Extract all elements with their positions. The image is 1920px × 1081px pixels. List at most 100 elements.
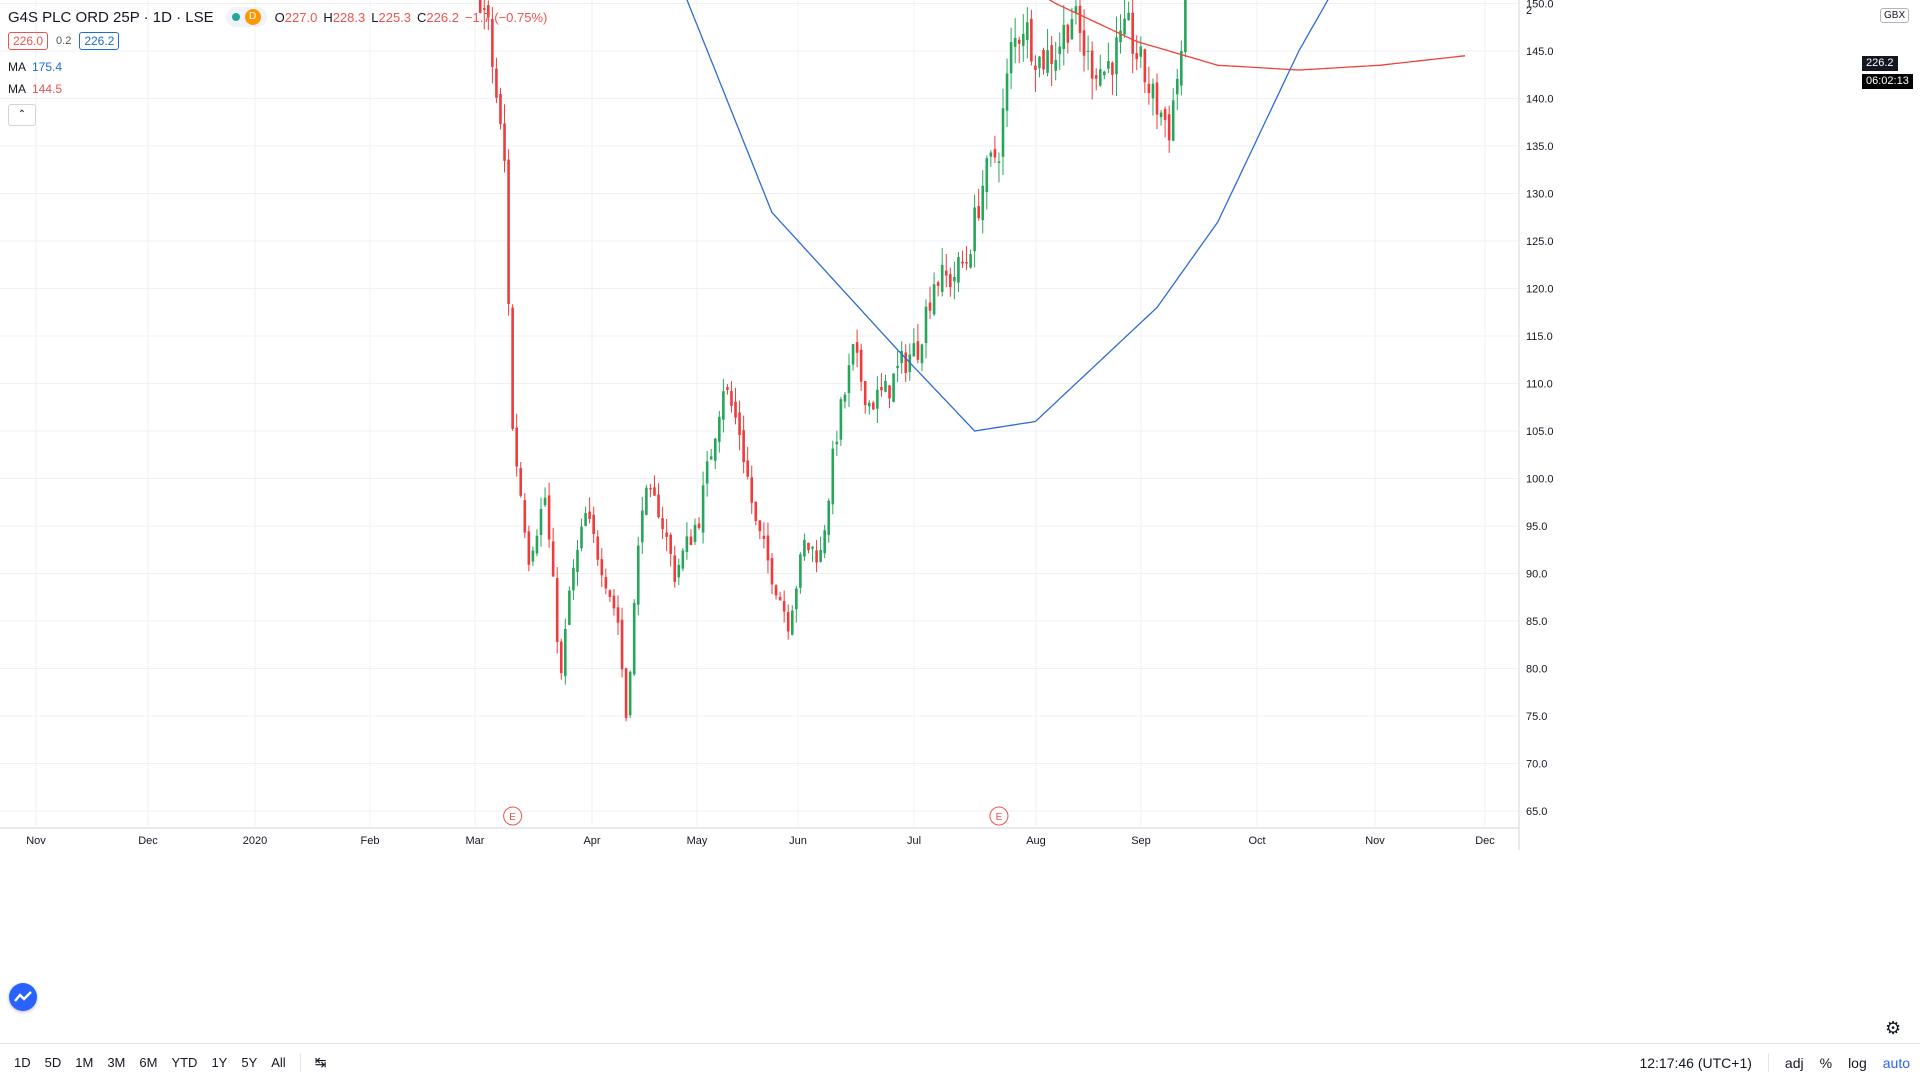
candle-body <box>555 578 559 642</box>
range-3m[interactable]: 3M <box>107 1055 126 1070</box>
candle-body <box>1013 37 1017 47</box>
candle-body <box>539 508 543 536</box>
candle-body <box>746 460 749 477</box>
candle-body <box>531 550 535 562</box>
candle-body <box>1017 39 1021 44</box>
x-tick-label: Feb <box>361 835 380 847</box>
candle-body <box>612 595 616 609</box>
candle-body <box>1184 0 1187 53</box>
range-6m[interactable]: 6M <box>139 1055 158 1070</box>
earnings-marker-label: E <box>509 812 516 823</box>
candle-body <box>1180 51 1183 86</box>
ask-price-box[interactable]: 226.2 <box>79 32 120 50</box>
candle-body <box>920 344 924 364</box>
y-tick-label: 145.0 <box>1526 46 1554 58</box>
tradingview-logo-icon[interactable] <box>9 983 37 1011</box>
candle-body <box>697 523 701 528</box>
x-tick-label: Jul <box>907 835 921 847</box>
candle-body <box>851 344 855 365</box>
candle-body <box>973 207 976 252</box>
chart-legend: G4S PLC ORD 25P · 1D · LSE D O 227.0 H 228… <box>8 6 547 126</box>
candle-body <box>1159 112 1163 118</box>
candle-body <box>628 671 632 716</box>
ohlc-c-label: C <box>417 9 427 25</box>
currency-badge[interactable]: GBX <box>1880 8 1910 23</box>
clock-display[interactable]: 12:17:46 (UTC+1) <box>1639 1054 1752 1071</box>
candle-body <box>1042 49 1045 70</box>
candle-body <box>1034 65 1037 71</box>
candle-body <box>523 500 527 533</box>
candle-body <box>730 391 733 406</box>
y-tick-label: 80.0 <box>1526 664 1547 676</box>
candle-body <box>876 389 879 409</box>
ohlc-low: 225.3 <box>378 9 412 25</box>
candle-body <box>677 564 681 578</box>
candle-body <box>588 511 591 519</box>
symbol-title[interactable]: G4S PLC ORD 25P · 1D · LSE <box>8 8 214 26</box>
candle-body <box>693 524 697 542</box>
ohlc-l-label: L <box>371 9 379 25</box>
auto-toggle[interactable]: auto <box>1882 1054 1910 1071</box>
candle-body <box>795 588 798 610</box>
gear-icon[interactable]: ⚙ <box>1885 1018 1902 1038</box>
candle-body <box>1074 6 1078 13</box>
candle-body <box>940 264 944 292</box>
candle-body <box>961 261 964 264</box>
percent-toggle[interactable]: % <box>1819 1054 1833 1071</box>
candle-body <box>831 448 835 505</box>
candle-body <box>653 487 656 496</box>
range-1y[interactable]: 1Y <box>211 1055 228 1070</box>
candle-body <box>977 206 980 219</box>
candle-body <box>1119 30 1122 43</box>
candle-body <box>965 262 968 264</box>
candle-body <box>564 628 567 676</box>
range-1d[interactable]: 1D <box>14 1055 31 1070</box>
y-tick-label: 125.0 <box>1526 236 1554 248</box>
y-tick-label: 140.0 <box>1526 94 1554 106</box>
candle-body <box>499 94 502 125</box>
candle-body <box>843 394 847 402</box>
candle-body <box>1082 30 1086 56</box>
candle-body <box>503 123 506 161</box>
candle-body <box>981 185 985 221</box>
ohlc-close: 226.2 <box>426 9 459 25</box>
range-5y[interactable]: 5Y <box>241 1055 258 1070</box>
candle-body <box>689 536 693 546</box>
candle-body <box>896 365 899 369</box>
candle-body <box>1111 62 1114 75</box>
go-to-date-icon[interactable]: ↹ <box>314 1054 327 1070</box>
bid-price-box[interactable]: 226.0 <box>8 32 49 50</box>
candle-body <box>993 149 997 158</box>
ma-fast-value: 175.4 <box>32 60 63 74</box>
candle-body <box>1139 46 1143 57</box>
candle-body <box>1151 83 1155 99</box>
price-chart[interactable]: 65.0 70.0 75.0 80.0 85.0 90.0 95.0 100.0 105.0 11… <box>0 0 1920 1043</box>
range-ytd[interactable]: YTD <box>171 1055 198 1070</box>
adj-toggle[interactable]: adj <box>1784 1054 1804 1071</box>
y-tick-label-partial: 2 <box>1526 5 1532 17</box>
candle-body <box>559 641 563 674</box>
candle-body <box>1001 108 1005 157</box>
candle-body <box>811 546 814 549</box>
candle-body <box>750 477 754 503</box>
ma-fast-label[interactable]: MA <box>8 60 26 74</box>
log-toggle[interactable]: log <box>1848 1054 1867 1071</box>
candle-body <box>624 668 628 718</box>
candle-body <box>1066 24 1070 43</box>
x-tick-label: Mar <box>466 835 485 847</box>
candle-body <box>669 534 672 554</box>
ma-slow-label[interactable]: MA <box>8 82 26 96</box>
candle-body <box>770 558 774 585</box>
candle-body <box>584 513 587 526</box>
ma-slow-line <box>1048 0 1466 71</box>
candle-body <box>1094 75 1098 79</box>
range-all[interactable]: All <box>271 1055 286 1070</box>
legend-collapse-button[interactable]: ⌃ <box>8 104 36 126</box>
spread-value: 0.2 <box>56 35 72 47</box>
candle-body <box>527 531 531 565</box>
candle-body <box>904 352 908 374</box>
candle-body <box>620 619 624 670</box>
y-tick-label: 75.0 <box>1526 711 1547 723</box>
range-1m[interactable]: 1M <box>75 1055 94 1070</box>
range-5d[interactable]: 5D <box>44 1055 62 1070</box>
